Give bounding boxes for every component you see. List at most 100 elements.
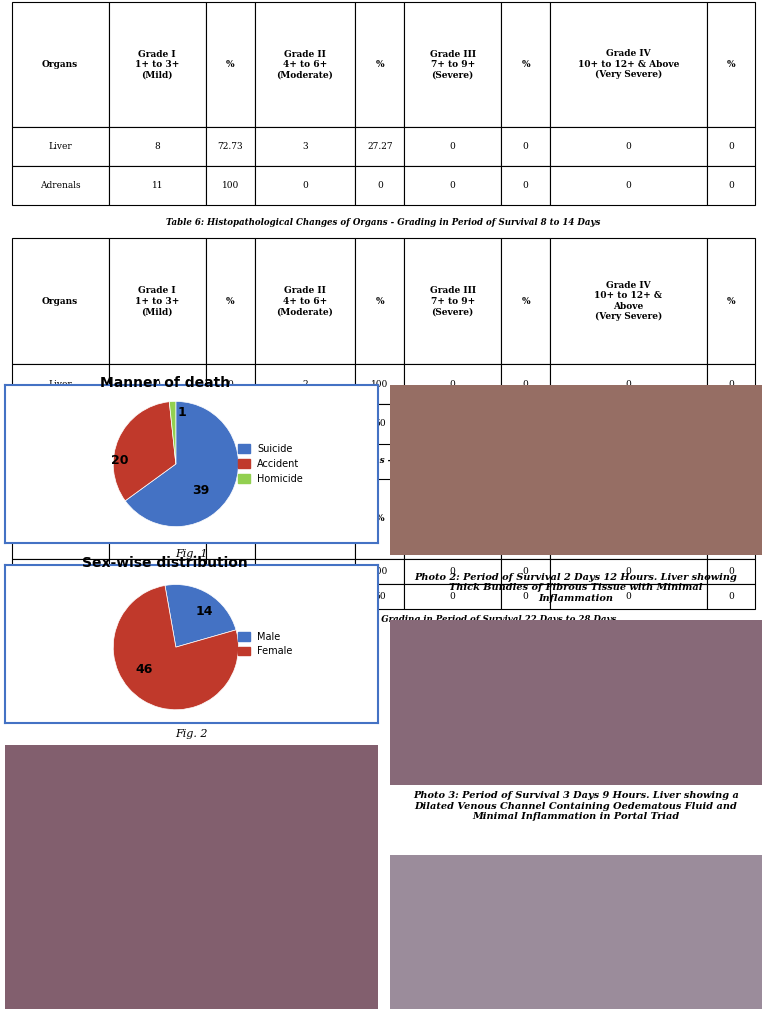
Text: Table 7: Histopathological Changes of Organs - Grading in Period of Survival 15 : Table 7: Histopathological Changes of Or…: [163, 456, 604, 464]
Bar: [550, 127, 707, 166]
Text: 0: 0: [522, 182, 528, 191]
Bar: [707, 559, 755, 584]
Text: 0: 0: [154, 379, 160, 388]
Text: 0: 0: [626, 142, 631, 151]
Bar: [707, 2, 755, 127]
Bar: [109, 2, 206, 127]
Bar: [109, 584, 206, 608]
Bar: [255, 2, 355, 127]
Text: 27.27: 27.27: [367, 142, 393, 151]
Text: Grade I
1+ to 3+
(Mild): Grade I 1+ to 3+ (Mild): [135, 286, 179, 316]
Bar: [255, 238, 355, 364]
Bar: [12, 364, 109, 404]
Bar: [502, 166, 550, 206]
Bar: [502, 2, 550, 127]
Text: 0: 0: [522, 592, 528, 601]
Bar: [255, 584, 355, 608]
Bar: [255, 404, 355, 443]
Legend: Male, Female: Male, Female: [235, 629, 295, 659]
Text: 0: 0: [449, 419, 456, 428]
Text: 0: 0: [729, 592, 734, 601]
Text: 39: 39: [193, 484, 209, 497]
Bar: [12, 238, 109, 364]
Text: Grade IV
10+ to 12+ & Above
(Very Severe): Grade IV 10+ to 12+ & Above (Very Severe…: [578, 50, 679, 79]
Bar: [109, 479, 206, 559]
Bar: [12, 2, 109, 127]
Text: Grade III
7+ to 9+
(Severe): Grade III 7+ to 9+ (Severe): [430, 50, 476, 79]
Bar: [255, 559, 355, 584]
Bar: [550, 364, 707, 404]
Bar: [404, 127, 502, 166]
Bar: [550, 166, 707, 206]
Bar: [502, 479, 550, 559]
Text: Table 6: Histopathological Changes of Organs - Grading in Period of Survival 8 t: Table 6: Histopathological Changes of Or…: [166, 218, 601, 226]
Wedge shape: [125, 402, 239, 526]
Text: 0: 0: [729, 419, 734, 428]
Text: Grade II
4+ to 6+
(Moderate): Grade II 4+ to 6+ (Moderate): [277, 50, 334, 79]
Text: Grade II
4+ to 6+
(Moderate): Grade II 4+ to 6+ (Moderate): [277, 286, 334, 316]
Wedge shape: [170, 402, 176, 464]
Text: 0: 0: [449, 142, 456, 151]
Text: 0: 0: [729, 182, 734, 191]
Bar: [255, 127, 355, 166]
Text: %: %: [376, 297, 384, 306]
Text: %: %: [226, 514, 235, 523]
Text: 100: 100: [371, 567, 388, 576]
Text: 50: 50: [225, 419, 236, 428]
Text: %: %: [727, 514, 736, 523]
Text: 100: 100: [371, 379, 388, 388]
Text: %: %: [226, 297, 235, 306]
Bar: [502, 584, 550, 608]
Text: 100: 100: [222, 182, 239, 191]
Text: 3: 3: [302, 142, 308, 151]
Bar: [206, 2, 255, 127]
Bar: [206, 364, 255, 404]
Bar: [355, 584, 404, 608]
Text: 0: 0: [729, 142, 734, 151]
Text: 0: 0: [626, 182, 631, 191]
Text: 0: 0: [522, 419, 528, 428]
Bar: [404, 584, 502, 608]
Bar: [206, 404, 255, 443]
Wedge shape: [114, 402, 176, 501]
Text: Organs: Organs: [42, 514, 78, 523]
Text: Grade III
7+ to 9+
(Severe): Grade III 7+ to 9+ (Severe): [430, 504, 476, 533]
Bar: [12, 584, 109, 608]
Text: %: %: [226, 60, 235, 69]
Text: Grade IV
10+ to 12+ &
Above
(Very Severe): Grade IV 10+ to 12+ & Above (Very Severe…: [594, 281, 663, 321]
Text: 0: 0: [626, 592, 631, 601]
Text: 1: 1: [178, 407, 186, 419]
Bar: [255, 166, 355, 206]
Text: Grade I
1+ to 3+
(Mild): Grade I 1+ to 3+ (Mild): [135, 504, 179, 533]
Bar: [502, 364, 550, 404]
Bar: [404, 479, 502, 559]
Bar: [109, 559, 206, 584]
Bar: [502, 238, 550, 364]
Text: Liver: Liver: [48, 379, 72, 388]
Bar: [355, 364, 404, 404]
Bar: [550, 479, 707, 559]
Bar: [550, 559, 707, 584]
Text: 46: 46: [136, 662, 153, 675]
Text: 50: 50: [374, 419, 386, 428]
Bar: [355, 404, 404, 443]
Bar: [206, 479, 255, 559]
Text: 0: 0: [522, 142, 528, 151]
Text: 1: 1: [302, 419, 308, 428]
Bar: [550, 404, 707, 443]
Title: Manner of death: Manner of death: [100, 376, 230, 389]
Text: 0: 0: [522, 567, 528, 576]
Text: 11: 11: [152, 182, 163, 191]
Bar: [206, 238, 255, 364]
Text: 0: 0: [227, 379, 233, 388]
Bar: [255, 479, 355, 559]
Wedge shape: [114, 585, 239, 710]
Bar: [707, 166, 755, 206]
Bar: [550, 238, 707, 364]
Text: 0: 0: [626, 567, 631, 576]
Text: %: %: [727, 60, 736, 69]
Text: Photo 2: Period of Survival 2 Days 12 Hours. Liver showing
Thick Bundles of Fibr: Photo 2: Period of Survival 2 Days 12 Ho…: [414, 573, 737, 602]
Text: Liver: Liver: [48, 142, 72, 151]
Bar: [404, 238, 502, 364]
Text: Adrenals: Adrenals: [40, 182, 81, 191]
